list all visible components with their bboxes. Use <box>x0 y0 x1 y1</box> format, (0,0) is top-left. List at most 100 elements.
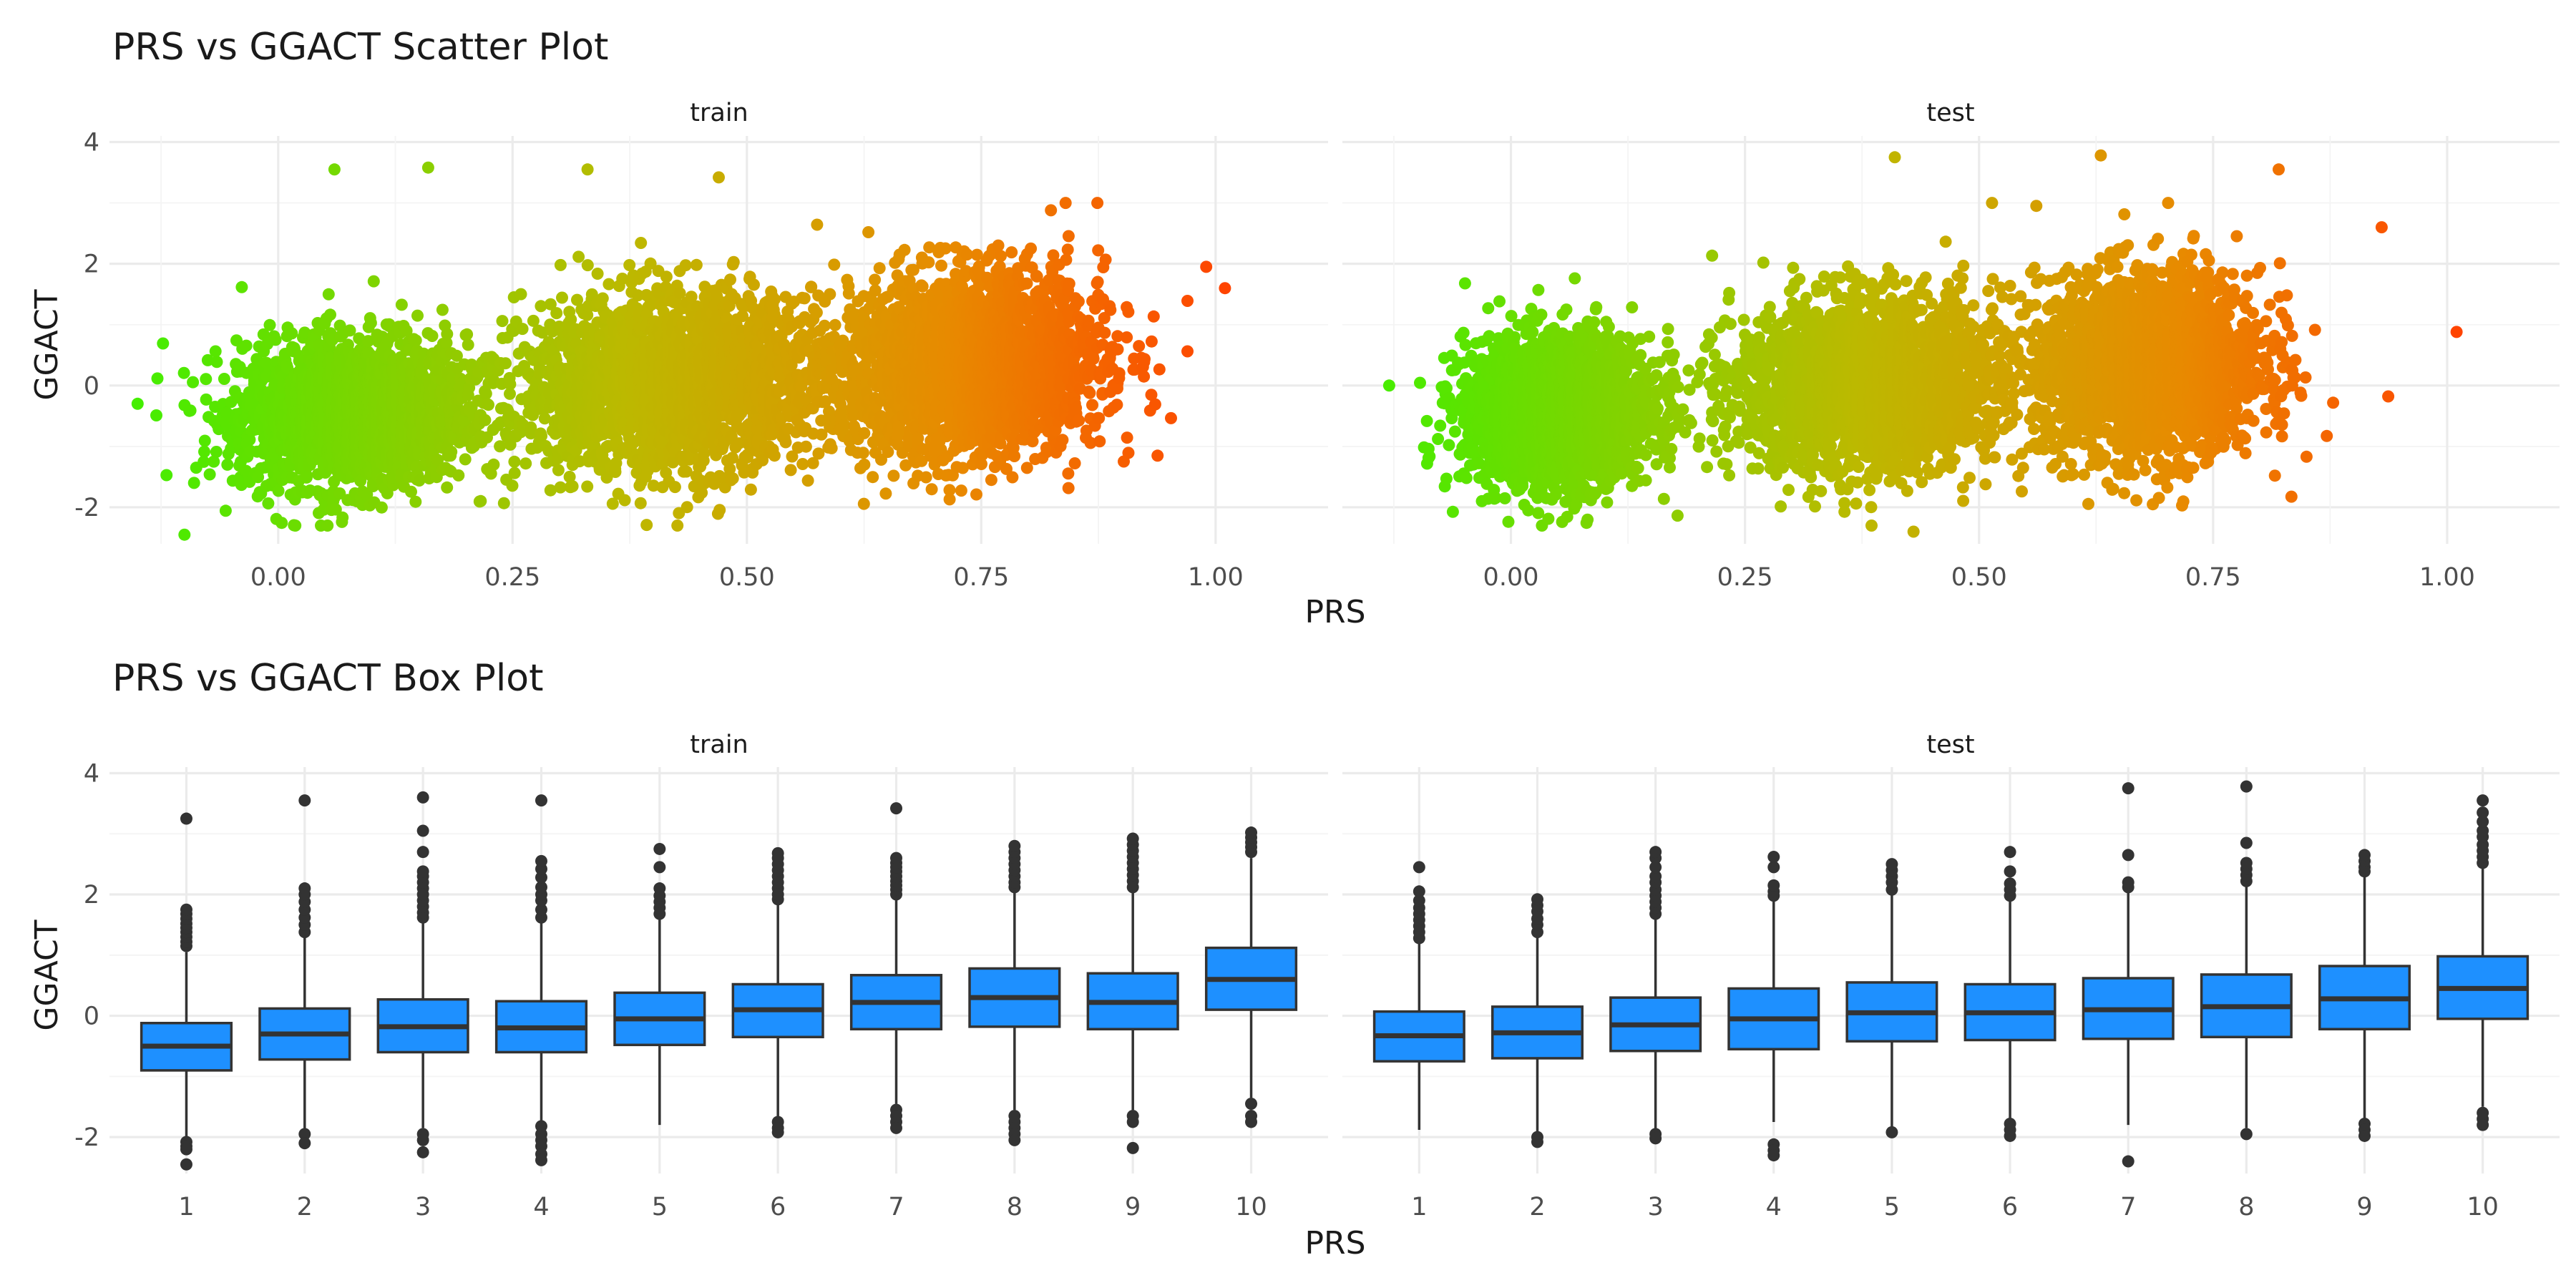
scatter-point <box>811 218 824 231</box>
scatter-point <box>184 404 197 417</box>
scatter-point <box>640 519 653 532</box>
scatter-x-tick-label: 0.00 <box>250 563 306 592</box>
scatter-point <box>824 288 836 301</box>
scatter-x-axis-title: PRS <box>1304 594 1365 630</box>
scatter-point <box>197 455 210 468</box>
scatter-point <box>508 455 521 468</box>
scatter-point <box>203 468 216 481</box>
scatter-point <box>367 275 380 288</box>
scatter-point <box>713 504 726 517</box>
scatter-point <box>668 481 681 494</box>
scatter-point <box>198 434 211 447</box>
scatter-point <box>828 258 841 271</box>
scatter-point <box>209 345 222 358</box>
scatter-point <box>744 483 757 496</box>
scatter-point <box>768 293 781 306</box>
scatter-point <box>200 373 213 386</box>
scatter-point <box>829 318 841 331</box>
scatter-point <box>519 457 532 470</box>
scatter-point <box>634 497 647 509</box>
scatter-point <box>726 472 739 485</box>
scatter-plot-title: PRS vs GGACT Scatter Plot <box>112 26 608 69</box>
scatter-point <box>581 163 594 176</box>
scatter-point <box>157 337 170 350</box>
scatter-point <box>479 414 492 426</box>
scatter-point <box>409 495 422 508</box>
scatter-point <box>713 171 725 184</box>
scatter-x-tick-label: 0.50 <box>719 563 775 592</box>
scatter-point <box>257 328 270 341</box>
scatter-point <box>321 519 334 532</box>
scatter-point <box>618 494 631 507</box>
scatter-point <box>375 501 388 514</box>
scatter-point <box>671 519 684 532</box>
scatter-point <box>514 288 527 301</box>
scatter-point <box>324 308 336 321</box>
scatter-point <box>286 327 298 340</box>
scatter-point <box>810 306 823 319</box>
scatter-point <box>198 445 210 458</box>
scatter-point <box>269 333 282 346</box>
scatter-point <box>462 338 474 351</box>
box-strip-test: test <box>1926 731 1974 759</box>
scatter-point <box>798 292 811 305</box>
scatter-point <box>452 469 465 482</box>
scatter-point <box>263 318 276 331</box>
scatter-point <box>426 330 439 342</box>
scatter-point <box>497 497 510 509</box>
scatter-x-tick-label: 1.00 <box>1188 563 1244 592</box>
scatter-point <box>581 480 594 493</box>
box-y-axis-title: GGACT <box>29 919 65 1030</box>
scatter-y-axis-title: GGACT <box>29 289 65 400</box>
scatter-point <box>272 484 285 497</box>
scatter-point <box>550 307 563 320</box>
scatter-point <box>474 494 487 507</box>
scatter-point <box>201 353 214 366</box>
scatter-point <box>409 334 422 347</box>
scatter-point <box>801 474 814 487</box>
scatter-point <box>275 517 288 530</box>
scatter-x-tick-label: 0.25 <box>484 563 540 592</box>
scatter-point <box>150 409 162 421</box>
scatter-point <box>421 161 434 174</box>
scatter-point <box>151 372 164 385</box>
scatter-point <box>262 497 275 509</box>
scatter-point <box>459 453 472 466</box>
scatter-point <box>862 226 875 238</box>
scatter-point <box>395 298 408 311</box>
scatter-point <box>602 278 615 291</box>
scatter-point <box>322 288 335 301</box>
scatter-point <box>727 255 740 268</box>
scatter-point <box>177 366 190 379</box>
scatter-point <box>328 163 341 176</box>
scatter-point <box>581 259 594 272</box>
scatter-y-tick-label: -2 <box>74 494 99 522</box>
scatter-point <box>445 445 458 458</box>
scatter-point <box>436 303 449 316</box>
scatter-y-tick-label: 4 <box>84 129 99 157</box>
scatter-point <box>858 458 871 471</box>
scatter-point <box>818 319 831 332</box>
scatter-point <box>461 328 474 341</box>
scatter-point <box>679 259 692 272</box>
scatter-strip-test: test <box>1926 99 1974 127</box>
box-x-axis-title: PRS <box>1304 1225 1365 1262</box>
scatter-point <box>680 501 693 514</box>
scatter-point <box>220 406 233 419</box>
scatter-point <box>857 497 870 510</box>
scatter-point <box>858 426 871 439</box>
scatter-point <box>300 471 313 484</box>
scatter-point <box>496 315 509 328</box>
scatter-point <box>178 528 191 541</box>
scatter-point <box>591 268 604 280</box>
scatter-point <box>499 357 512 370</box>
scatter-point <box>411 309 424 322</box>
scatter-point <box>218 373 230 385</box>
scatter-point <box>516 323 529 336</box>
scatter-point <box>160 469 173 482</box>
scatter-point <box>210 356 223 369</box>
scatter-point <box>487 458 500 471</box>
scatter-point <box>784 464 797 477</box>
scatter-point <box>289 519 302 532</box>
